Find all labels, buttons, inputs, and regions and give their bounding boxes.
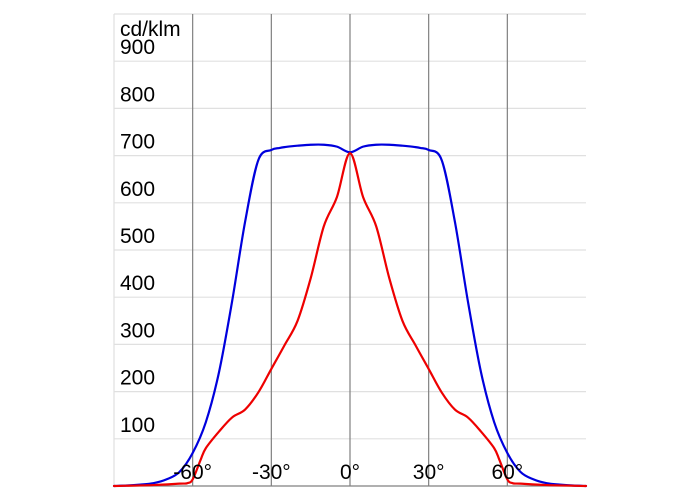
y-tick-label: 400 [120, 272, 155, 295]
x-tick-label: 60° [491, 461, 523, 484]
y-tick-label: 100 [120, 414, 155, 437]
series-layer [112, 143, 588, 488]
grid [113, 13, 586, 487]
y-tick-label: 800 [120, 83, 155, 106]
y-tick-label: 900 [120, 36, 155, 59]
y-tick-label: 500 [120, 225, 155, 248]
y-axis-unit-label: cd/klm [120, 18, 181, 41]
y-tick-label: 200 [120, 367, 155, 390]
y-tick-label: 600 [120, 178, 155, 201]
series-line-2 [112, 152, 588, 488]
labels: cd/klm 100 200 300 400 500 600 700 800 900 -60° -3… [120, 18, 523, 484]
x-tick-label: -30° [252, 461, 291, 484]
x-tick-label: -60° [173, 461, 212, 484]
x-tick-label: 30° [413, 461, 445, 484]
x-tick-label: 0° [340, 461, 360, 484]
y-tick-label: 300 [120, 319, 155, 342]
y-tick-label: 700 [120, 131, 155, 154]
